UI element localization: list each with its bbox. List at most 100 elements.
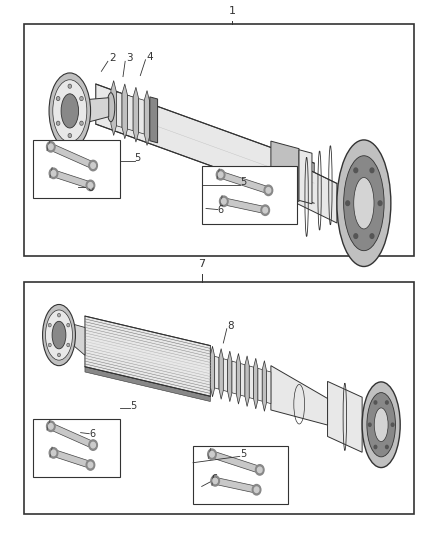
Text: 4: 4 <box>146 52 153 62</box>
Text: 2: 2 <box>109 53 116 63</box>
Polygon shape <box>133 87 139 142</box>
Circle shape <box>216 169 225 180</box>
Circle shape <box>49 344 51 346</box>
Polygon shape <box>50 423 94 448</box>
Circle shape <box>210 451 214 457</box>
Polygon shape <box>74 325 85 356</box>
Ellipse shape <box>42 304 75 366</box>
Polygon shape <box>139 99 144 134</box>
Bar <box>33 140 120 198</box>
Polygon shape <box>223 359 228 392</box>
Circle shape <box>89 160 97 171</box>
Polygon shape <box>122 84 127 139</box>
Circle shape <box>81 98 82 100</box>
Circle shape <box>391 423 394 426</box>
Circle shape <box>88 183 93 188</box>
Circle shape <box>264 185 273 196</box>
Circle shape <box>69 85 71 87</box>
Ellipse shape <box>367 393 396 457</box>
Text: 1: 1 <box>229 6 236 16</box>
Circle shape <box>51 171 56 176</box>
Circle shape <box>208 449 216 459</box>
Circle shape <box>211 475 219 486</box>
Polygon shape <box>249 366 254 399</box>
Circle shape <box>67 324 69 327</box>
Circle shape <box>89 440 97 450</box>
Circle shape <box>261 205 269 215</box>
Polygon shape <box>111 80 117 135</box>
Text: 5: 5 <box>131 401 137 411</box>
Circle shape <box>213 478 217 483</box>
Circle shape <box>49 448 58 458</box>
Circle shape <box>57 97 60 100</box>
Polygon shape <box>240 364 245 397</box>
Circle shape <box>57 98 59 100</box>
Circle shape <box>255 465 264 475</box>
Circle shape <box>80 97 83 100</box>
Text: 6: 6 <box>218 205 224 215</box>
Polygon shape <box>223 198 266 214</box>
Circle shape <box>49 144 53 150</box>
Circle shape <box>67 324 69 326</box>
Text: 6: 6 <box>87 183 93 193</box>
Bar <box>193 446 288 504</box>
Circle shape <box>263 207 268 213</box>
Circle shape <box>252 484 261 495</box>
Circle shape <box>88 462 93 468</box>
Circle shape <box>378 201 382 206</box>
Polygon shape <box>254 358 258 409</box>
Text: 5: 5 <box>134 154 141 164</box>
Polygon shape <box>271 141 299 201</box>
Text: 7: 7 <box>198 259 205 269</box>
Polygon shape <box>271 366 328 425</box>
Circle shape <box>58 314 60 316</box>
Circle shape <box>346 201 350 206</box>
Circle shape <box>67 344 69 346</box>
Circle shape <box>86 460 95 470</box>
Text: 3: 3 <box>126 53 133 63</box>
Ellipse shape <box>362 382 400 467</box>
Circle shape <box>374 446 377 449</box>
Circle shape <box>368 423 371 426</box>
Circle shape <box>385 446 388 449</box>
Ellipse shape <box>49 73 91 149</box>
Circle shape <box>254 487 259 492</box>
Ellipse shape <box>374 408 388 441</box>
Circle shape <box>222 198 226 204</box>
Polygon shape <box>258 368 262 401</box>
Text: 8: 8 <box>227 320 233 330</box>
Circle shape <box>258 467 262 473</box>
Circle shape <box>81 122 82 124</box>
Ellipse shape <box>354 177 374 229</box>
Circle shape <box>57 122 59 124</box>
Circle shape <box>385 401 388 404</box>
Polygon shape <box>144 91 150 146</box>
Polygon shape <box>220 172 269 193</box>
Text: 6: 6 <box>212 474 218 484</box>
Bar <box>25 282 413 514</box>
Polygon shape <box>150 97 158 143</box>
Polygon shape <box>293 163 337 223</box>
Circle shape <box>219 196 228 206</box>
Polygon shape <box>267 371 271 403</box>
Polygon shape <box>232 361 236 394</box>
Polygon shape <box>88 98 109 122</box>
Polygon shape <box>228 351 232 402</box>
Text: 5: 5 <box>240 177 246 187</box>
Circle shape <box>67 344 69 346</box>
Polygon shape <box>219 349 223 399</box>
Polygon shape <box>85 367 210 401</box>
Polygon shape <box>117 92 122 127</box>
Polygon shape <box>53 170 91 189</box>
Circle shape <box>49 344 50 346</box>
Circle shape <box>354 234 358 238</box>
Circle shape <box>266 188 271 193</box>
Circle shape <box>68 134 71 138</box>
Polygon shape <box>215 357 219 389</box>
Circle shape <box>91 442 95 448</box>
Circle shape <box>86 180 95 191</box>
Text: 6: 6 <box>89 429 95 439</box>
Circle shape <box>58 354 60 356</box>
Text: 5: 5 <box>240 449 246 459</box>
Ellipse shape <box>61 94 78 128</box>
